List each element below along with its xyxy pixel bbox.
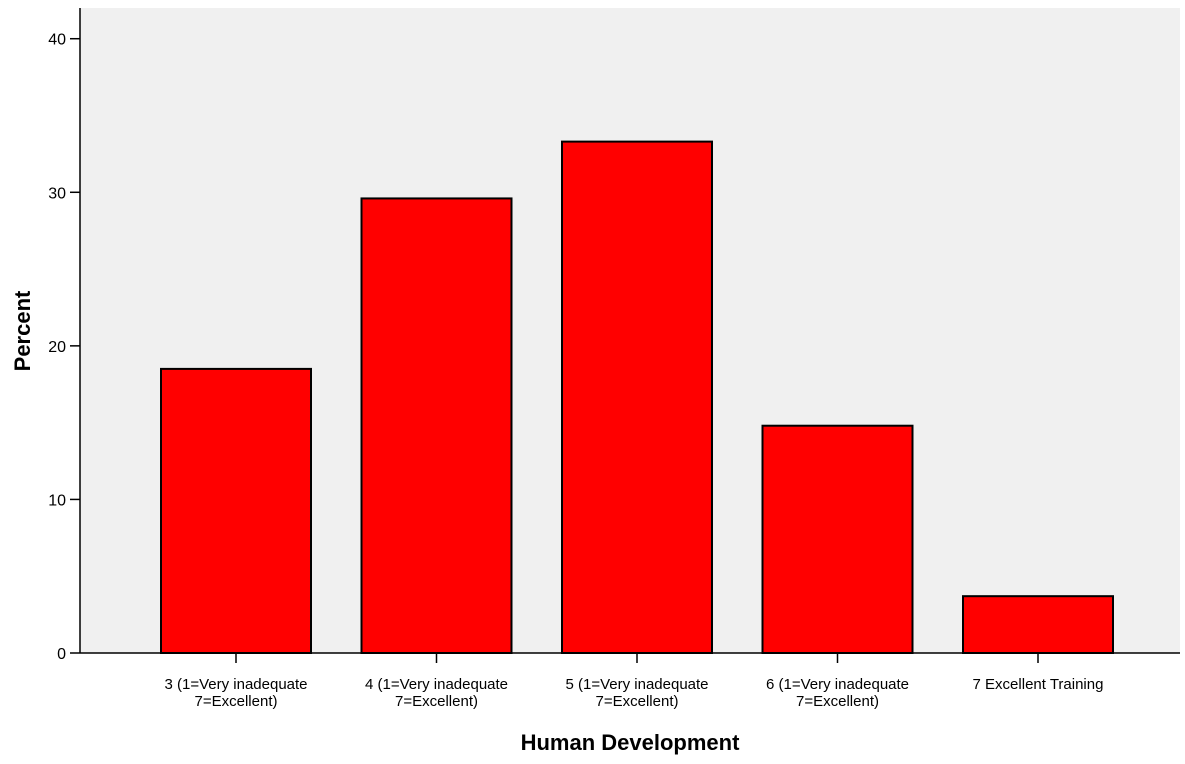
x-tick-label-line: 7 Excellent Training [973,676,1104,693]
x-tick-label: 5 (1=Very inadequate 7=Excellent) [565,676,708,710]
bar [160,367,312,654]
y-ticks: 0 10 20 30 40 [48,32,80,663]
x-tick-label-line: 4 (1=Very inadequate [365,676,508,693]
x-tick-label: 6 (1=Very inadequate 7=Excellent) [766,676,909,710]
bars-layer [160,140,1114,655]
y-tick-label: 40 [48,32,66,49]
bar [561,140,713,654]
x-tick-label-line: 6 (1=Very inadequate [766,676,909,693]
x-tick-label-line: 5 (1=Very inadequate [565,676,708,693]
x-tick-label-line: 3 (1=Very inadequate [164,676,307,693]
x-tick-label-line: 7=Excellent) [395,693,478,710]
x-tick-label-line: 7=Excellent) [195,693,278,710]
y-tick-label: 10 [48,492,66,509]
x-axis-title: Human Development [521,730,740,755]
y-tick-label: 30 [48,185,66,202]
y-tick-label: 20 [48,339,66,356]
x-tick-label-line: 7=Excellent) [596,693,679,710]
x-tick-label: 7 Excellent Training [973,676,1104,693]
y-tick-label: 0 [57,646,66,663]
bar [962,595,1114,655]
x-tick-label: 4 (1=Very inadequate 7=Excellent) [365,676,508,710]
x-tick-label: 3 (1=Very inadequate 7=Excellent) [164,676,307,710]
y-axis-title: Percent [10,290,35,371]
bar [761,424,914,655]
x-tick-label-line: 7=Excellent) [796,693,879,710]
bar [360,197,513,655]
x-ticks: 3 (1=Very inadequate 7=Excellent)4 (1=Ver… [164,653,1103,710]
